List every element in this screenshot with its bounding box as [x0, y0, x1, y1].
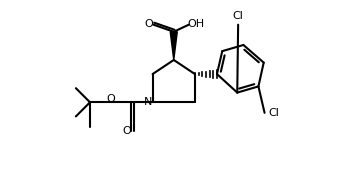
Text: OH: OH: [187, 19, 205, 29]
Text: N: N: [144, 97, 152, 107]
Polygon shape: [170, 32, 177, 60]
Text: O: O: [144, 19, 153, 29]
Text: O: O: [122, 126, 131, 136]
Text: O: O: [107, 94, 116, 104]
Text: Cl: Cl: [233, 11, 244, 21]
Text: Cl: Cl: [268, 108, 279, 118]
